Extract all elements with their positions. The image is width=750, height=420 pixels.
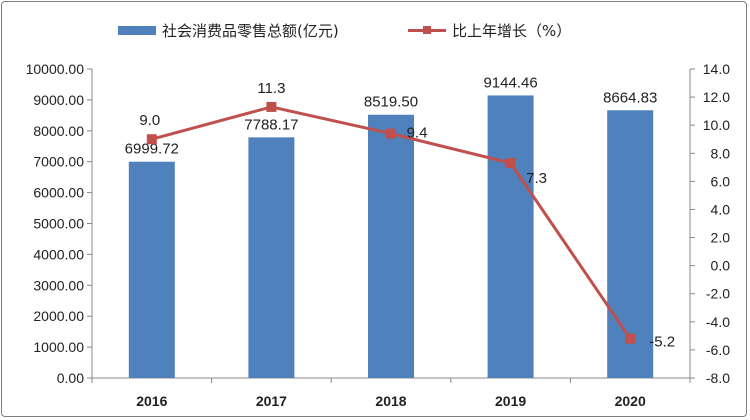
- right-tick-label: 14.0: [703, 61, 730, 77]
- line-data-label: 9.4: [407, 125, 428, 142]
- right-tick-label: -2.0: [706, 286, 730, 302]
- x-tick-label: 2018: [375, 393, 406, 409]
- x-tick-label: 2016: [136, 393, 167, 409]
- bar-data-label: 9144.46: [483, 74, 537, 91]
- bar: [607, 110, 654, 379]
- left-tick-label: 3000.00: [33, 277, 84, 293]
- line-point: [266, 101, 277, 112]
- line-point: [625, 333, 636, 344]
- right-tick-label: 6.0: [711, 173, 731, 189]
- right-tick-label: -8.0: [706, 370, 730, 386]
- right-tick-label: 8.0: [711, 145, 731, 161]
- bar-data-label: 7788.17: [244, 116, 298, 133]
- bar: [128, 161, 175, 378]
- bar: [248, 137, 295, 378]
- legend-line: 比上年增长（%）: [408, 20, 571, 41]
- bar-data-label: 8519.50: [364, 94, 418, 111]
- left-tick-label: 5000.00: [33, 216, 84, 232]
- left-tick-label: 10000.00: [26, 61, 85, 77]
- bar: [368, 114, 414, 379]
- left-tick-label: 7000.00: [33, 154, 84, 170]
- bar-data-label: 6999.72: [125, 141, 179, 158]
- left-tick-label: 9000.00: [33, 92, 84, 108]
- right-tick-label: -4.0: [706, 314, 730, 330]
- left-tick-label: 2000.00: [33, 308, 84, 324]
- right-tick-label: -6.0: [706, 342, 730, 358]
- legend-line-swatch: [408, 26, 446, 34]
- legend-line-label: 比上年增长（%）: [452, 22, 572, 40]
- right-tick-label: 10.0: [703, 117, 730, 133]
- line-point: [505, 158, 516, 169]
- left-tick-label: 1000.00: [33, 339, 84, 355]
- line-data-label: 7.3: [526, 170, 547, 187]
- legend-bar-label: 社会消费品零售总额(亿元): [162, 22, 339, 40]
- right-tick-label: 2.0: [711, 230, 731, 246]
- left-tick-label: 4000.00: [33, 246, 84, 262]
- right-tick-label: 4.0: [711, 201, 731, 217]
- line-point: [146, 134, 157, 145]
- x-tick-label: 2019: [495, 393, 526, 409]
- x-tick-label: 2017: [256, 393, 287, 409]
- legend-bar-swatch: [118, 26, 156, 35]
- left-tick-label: 8000.00: [33, 123, 84, 139]
- right-tick-label: 12.0: [703, 89, 730, 105]
- left-tick-label: 0.00: [57, 370, 84, 386]
- x-tick-label: 2020: [615, 393, 646, 409]
- line-point: [386, 128, 396, 139]
- line-data-label: -5.2: [649, 334, 675, 351]
- line-data-label: 11.3: [257, 80, 285, 97]
- bar: [487, 95, 534, 378]
- legend-bar: 社会消费品零售总额(亿元): [118, 20, 339, 41]
- bar-data-label: 8664.83: [603, 89, 657, 106]
- left-tick-label: 6000.00: [33, 185, 84, 201]
- line-data-label: 9.0: [139, 112, 160, 129]
- right-tick-label: 0.0: [711, 258, 731, 274]
